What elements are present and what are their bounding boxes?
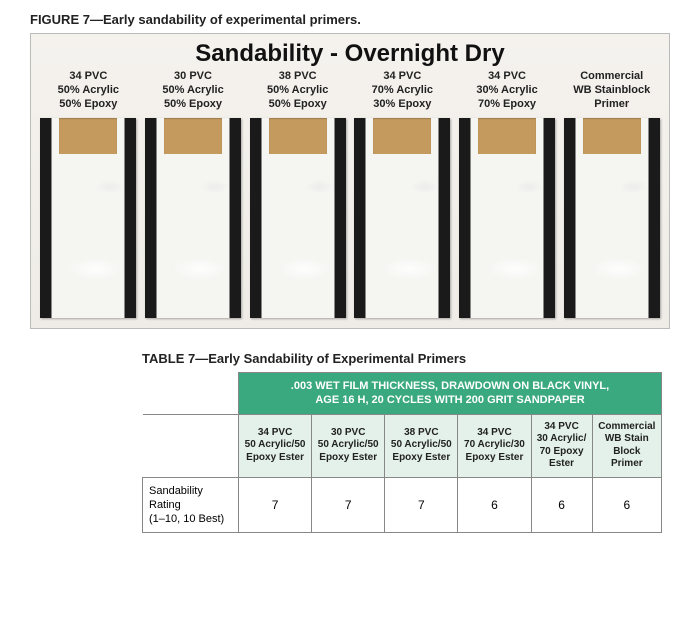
sample-strip — [40, 118, 136, 318]
table-cell: 6 — [592, 477, 661, 533]
table-row-label: Sandability Rating (1–10, 10 Best) — [143, 477, 239, 533]
table-caption: TABLE 7—Early Sandability of Experimenta… — [142, 351, 668, 366]
table-row: Sandability Rating (1–10, 10 Best) 7 7 7… — [143, 477, 662, 533]
strip-col: 34 PVC 70% Acrylic 30% Epoxy — [353, 70, 452, 318]
strip-col: 38 PVC 50% Acrylic 50% Epoxy — [248, 70, 347, 318]
strip-col: 30 PVC 50% Acrylic 50% Epoxy — [144, 70, 243, 318]
sample-strip — [459, 118, 555, 318]
table-header-main: .003 WET FILM THICKNESS, DRAWDOWN ON BLA… — [239, 373, 662, 415]
table-col-header: 34 PVC 70 Acrylic/30 Epoxy Ester — [458, 414, 531, 477]
strip-row: 34 PVC 50% Acrylic 50% Epoxy 30 PVC 50% … — [39, 70, 661, 318]
figure-panel: Sandability - Overnight Dry 34 PVC 50% A… — [30, 33, 670, 329]
strip-label: 38 PVC 50% Acrylic 50% Epoxy — [267, 70, 328, 116]
strip-col: 34 PVC 30% Acrylic 70% Epoxy — [458, 70, 557, 318]
data-table: .003 WET FILM THICKNESS, DRAWDOWN ON BLA… — [142, 372, 662, 533]
table-cell: 6 — [458, 477, 531, 533]
table-cell: 6 — [531, 477, 592, 533]
table-cell: 7 — [385, 477, 458, 533]
figure-caption: FIGURE 7—Early sandability of experiment… — [30, 12, 668, 27]
figure-title: Sandability - Overnight Dry — [39, 40, 661, 68]
strip-label: 34 PVC 30% Acrylic 70% Epoxy — [476, 70, 537, 116]
strip-col: 34 PVC 50% Acrylic 50% Epoxy — [39, 70, 138, 318]
sample-strip — [145, 118, 241, 318]
table-col-header: 34 PVC 30 Acrylic/ 70 Epoxy Ester — [531, 414, 592, 477]
table-corner — [143, 373, 239, 415]
table-cell: 7 — [239, 477, 312, 533]
table-cell: 7 — [312, 477, 385, 533]
table-corner — [143, 414, 239, 477]
strip-col: Commercial WB Stainblock Primer — [562, 70, 661, 318]
strip-label: 34 PVC 70% Acrylic 30% Epoxy — [372, 70, 433, 116]
sample-strip — [250, 118, 346, 318]
strip-label: 34 PVC 50% Acrylic 50% Epoxy — [58, 70, 119, 116]
table-col-header: 30 PVC 50 Acrylic/50 Epoxy Ester — [312, 414, 385, 477]
sample-strip — [564, 118, 660, 318]
sample-strip — [354, 118, 450, 318]
table-col-header: 34 PVC 50 Acrylic/50 Epoxy Ester — [239, 414, 312, 477]
strip-label: 30 PVC 50% Acrylic 50% Epoxy — [162, 70, 223, 116]
table-col-header: Commercial WB Stain Block Primer — [592, 414, 661, 477]
table-col-header: 38 PVC 50 Acrylic/50 Epoxy Ester — [385, 414, 458, 477]
strip-label: Commercial WB Stainblock Primer — [573, 70, 650, 116]
